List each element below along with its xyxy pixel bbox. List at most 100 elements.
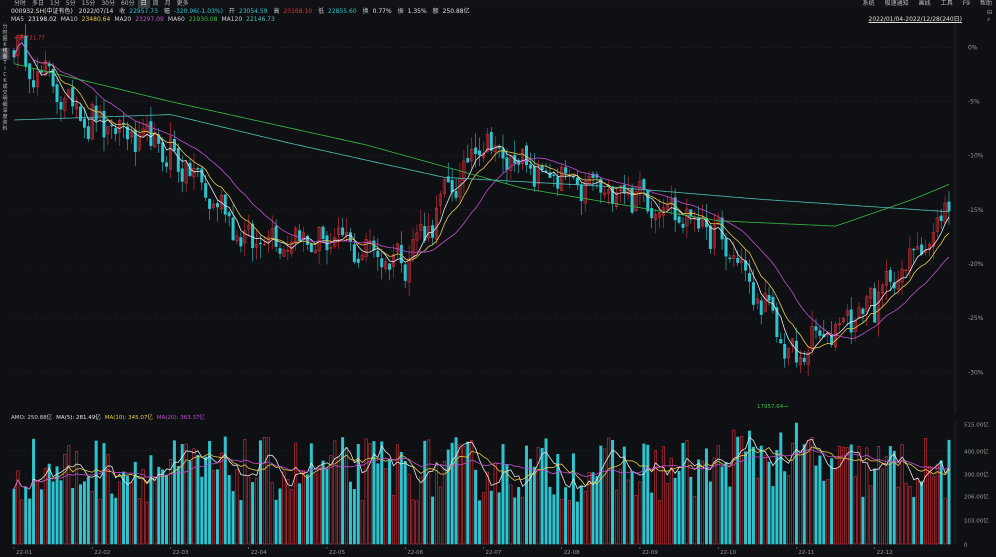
- rail-item-12[interactable]: 明: [2, 96, 8, 102]
- period-tab-4[interactable]: 15分: [81, 0, 96, 7]
- volume-bar-71: [290, 489, 294, 545]
- candle-body-26: [114, 127, 118, 135]
- rail-item-13[interactable]: 细: [2, 102, 8, 108]
- volume-bar-207: [822, 480, 826, 545]
- candle-body-218: [865, 296, 869, 312]
- candle-body-230: [912, 248, 916, 251]
- top-menu-item-5[interactable]: 帮助: [979, 0, 992, 7]
- vol-y-tick-label-0: 515.00亿: [964, 422, 989, 429]
- volume-bar-239: [947, 439, 951, 545]
- top-menu-item-4[interactable]: F9: [962, 0, 970, 7]
- volume-bar-203: [806, 439, 810, 545]
- rail-item-9[interactable]: K: [3, 78, 7, 84]
- top-menu-item-2[interactable]: 画线: [918, 0, 931, 7]
- volume-bar-54: [223, 436, 227, 545]
- candle-body-86: [348, 232, 352, 242]
- top-bar: 分时 多日 1分 5分 15分 30分 60分日周月更多 系统 极速通知 画线 工具 F9 帮助: [0, 0, 996, 8]
- period-tab-3[interactable]: 5分: [65, 0, 76, 7]
- x-tick-label-2: 22-03: [172, 550, 188, 556]
- volume-bar-112: [450, 442, 454, 545]
- expand-icon[interactable]: ⊟: [986, 9, 992, 16]
- rail-item-15[interactable]: 度: [2, 114, 8, 120]
- period-tab-1[interactable]: 多日: [32, 0, 45, 7]
- volume-bar-91: [368, 443, 372, 545]
- volume-bar-162: [646, 444, 650, 545]
- rail-item-6[interactable]: T: [3, 60, 7, 66]
- rail-item-14[interactable]: 深: [2, 108, 8, 114]
- candle-body-196: [779, 339, 783, 344]
- rail-item-10[interactable]: 成: [2, 84, 8, 90]
- candlestick-chart[interactable]: 0% -5% -10% -15% -20% -25% -30% ←26731.77 17957.…: [0, 24, 996, 414]
- volume-bar-97: [391, 494, 395, 545]
- volume-bar-181: [720, 466, 724, 545]
- rail-item-8[interactable]: C: [3, 72, 7, 78]
- volume-bar-83: [337, 456, 341, 545]
- rail-item-5[interactable]: 图: [0, 54, 10, 60]
- volume-bar-220: [873, 468, 877, 545]
- search-icon[interactable]: ⌕: [986, 16, 991, 23]
- candle-body-202: [802, 357, 806, 362]
- candle-body-105: [423, 226, 427, 241]
- candle-body-237: [939, 215, 943, 221]
- rail-item-3[interactable]: K: [3, 42, 7, 48]
- rail-item-0[interactable]: 分: [2, 24, 8, 30]
- volume-bar-210: [834, 467, 838, 545]
- high-label: 高: [273, 8, 280, 15]
- volume-bar-15: [71, 487, 75, 545]
- rail-item-11[interactable]: 交: [2, 90, 8, 96]
- volume-bar-172: [685, 440, 689, 545]
- volume-bar-28: [122, 471, 126, 545]
- volume-bar-129: [517, 487, 521, 545]
- candle-body-119: [478, 150, 482, 156]
- candle-body-122: [489, 132, 493, 151]
- volume-bar-113: [454, 437, 458, 545]
- volume-bar-0: [12, 488, 16, 545]
- period-tab-6[interactable]: 60分: [120, 0, 135, 7]
- volume-bar-153: [611, 440, 615, 545]
- volume-bar-212: [841, 446, 845, 545]
- rail-item-17[interactable]: 料: [2, 126, 8, 132]
- rail-item-1[interactable]: 时: [2, 30, 8, 36]
- period-tab-2[interactable]: 1分: [50, 0, 60, 7]
- candle-body-181: [720, 217, 724, 240]
- period-tab-9[interactable]: 月: [164, 0, 171, 7]
- candle-body-104: [419, 223, 423, 231]
- candle-body-209: [830, 335, 834, 345]
- period-tab-10[interactable]: 更多: [176, 0, 189, 7]
- volume-bar-200: [794, 422, 798, 545]
- rail-item-4[interactable]: 线: [0, 48, 10, 54]
- x-tick-label-6: 22-07: [485, 550, 501, 556]
- candle-body-200: [794, 340, 798, 363]
- top-menu-item-1[interactable]: 极速通知: [884, 0, 909, 7]
- volume-bar-92: [372, 441, 376, 545]
- volume-bar-175: [697, 459, 701, 545]
- volume-bar-144: [575, 501, 579, 545]
- chart-tool-icons[interactable]: ⊟ ⌕: [987, 9, 992, 23]
- volume-bar-167: [665, 483, 669, 545]
- top-menu-item-3[interactable]: 工具: [940, 0, 953, 7]
- volume-bar-103: [415, 500, 419, 545]
- candle-body-236: [935, 217, 939, 232]
- turnover-label: 换: [362, 8, 369, 15]
- volume-bar-155: [618, 469, 622, 545]
- candle-body-190: [755, 298, 759, 304]
- volume-bar-140: [560, 498, 564, 545]
- date-range-link[interactable]: 2022/01/04-2022/12/28(240日): [868, 16, 962, 23]
- volume-bar-30: [129, 482, 133, 545]
- candle-body-98: [395, 243, 399, 253]
- top-menu-item-0[interactable]: 系统: [862, 0, 875, 7]
- volume-chart[interactable]: 515.00亿 400.00亿 300.00亿 206.00亿 103.00亿 0: [0, 422, 996, 547]
- volume-bar-50: [208, 441, 212, 545]
- rail-item-16[interactable]: 资: [2, 120, 8, 126]
- period-tab-8[interactable]: 周: [152, 0, 159, 7]
- volume-bar-211: [837, 446, 841, 545]
- rail-item-7[interactable]: I: [4, 66, 6, 72]
- period-tab-7[interactable]: 日: [137, 0, 150, 8]
- volume-bar-199: [791, 442, 795, 545]
- volume-bar-58: [239, 500, 243, 545]
- period-tab-0[interactable]: 分时: [14, 0, 27, 7]
- candle-body-48: [200, 168, 204, 183]
- period-tab-5[interactable]: 30分: [101, 0, 115, 7]
- candle-body-204: [810, 325, 814, 351]
- rail-item-2[interactable]: 图: [2, 36, 8, 42]
